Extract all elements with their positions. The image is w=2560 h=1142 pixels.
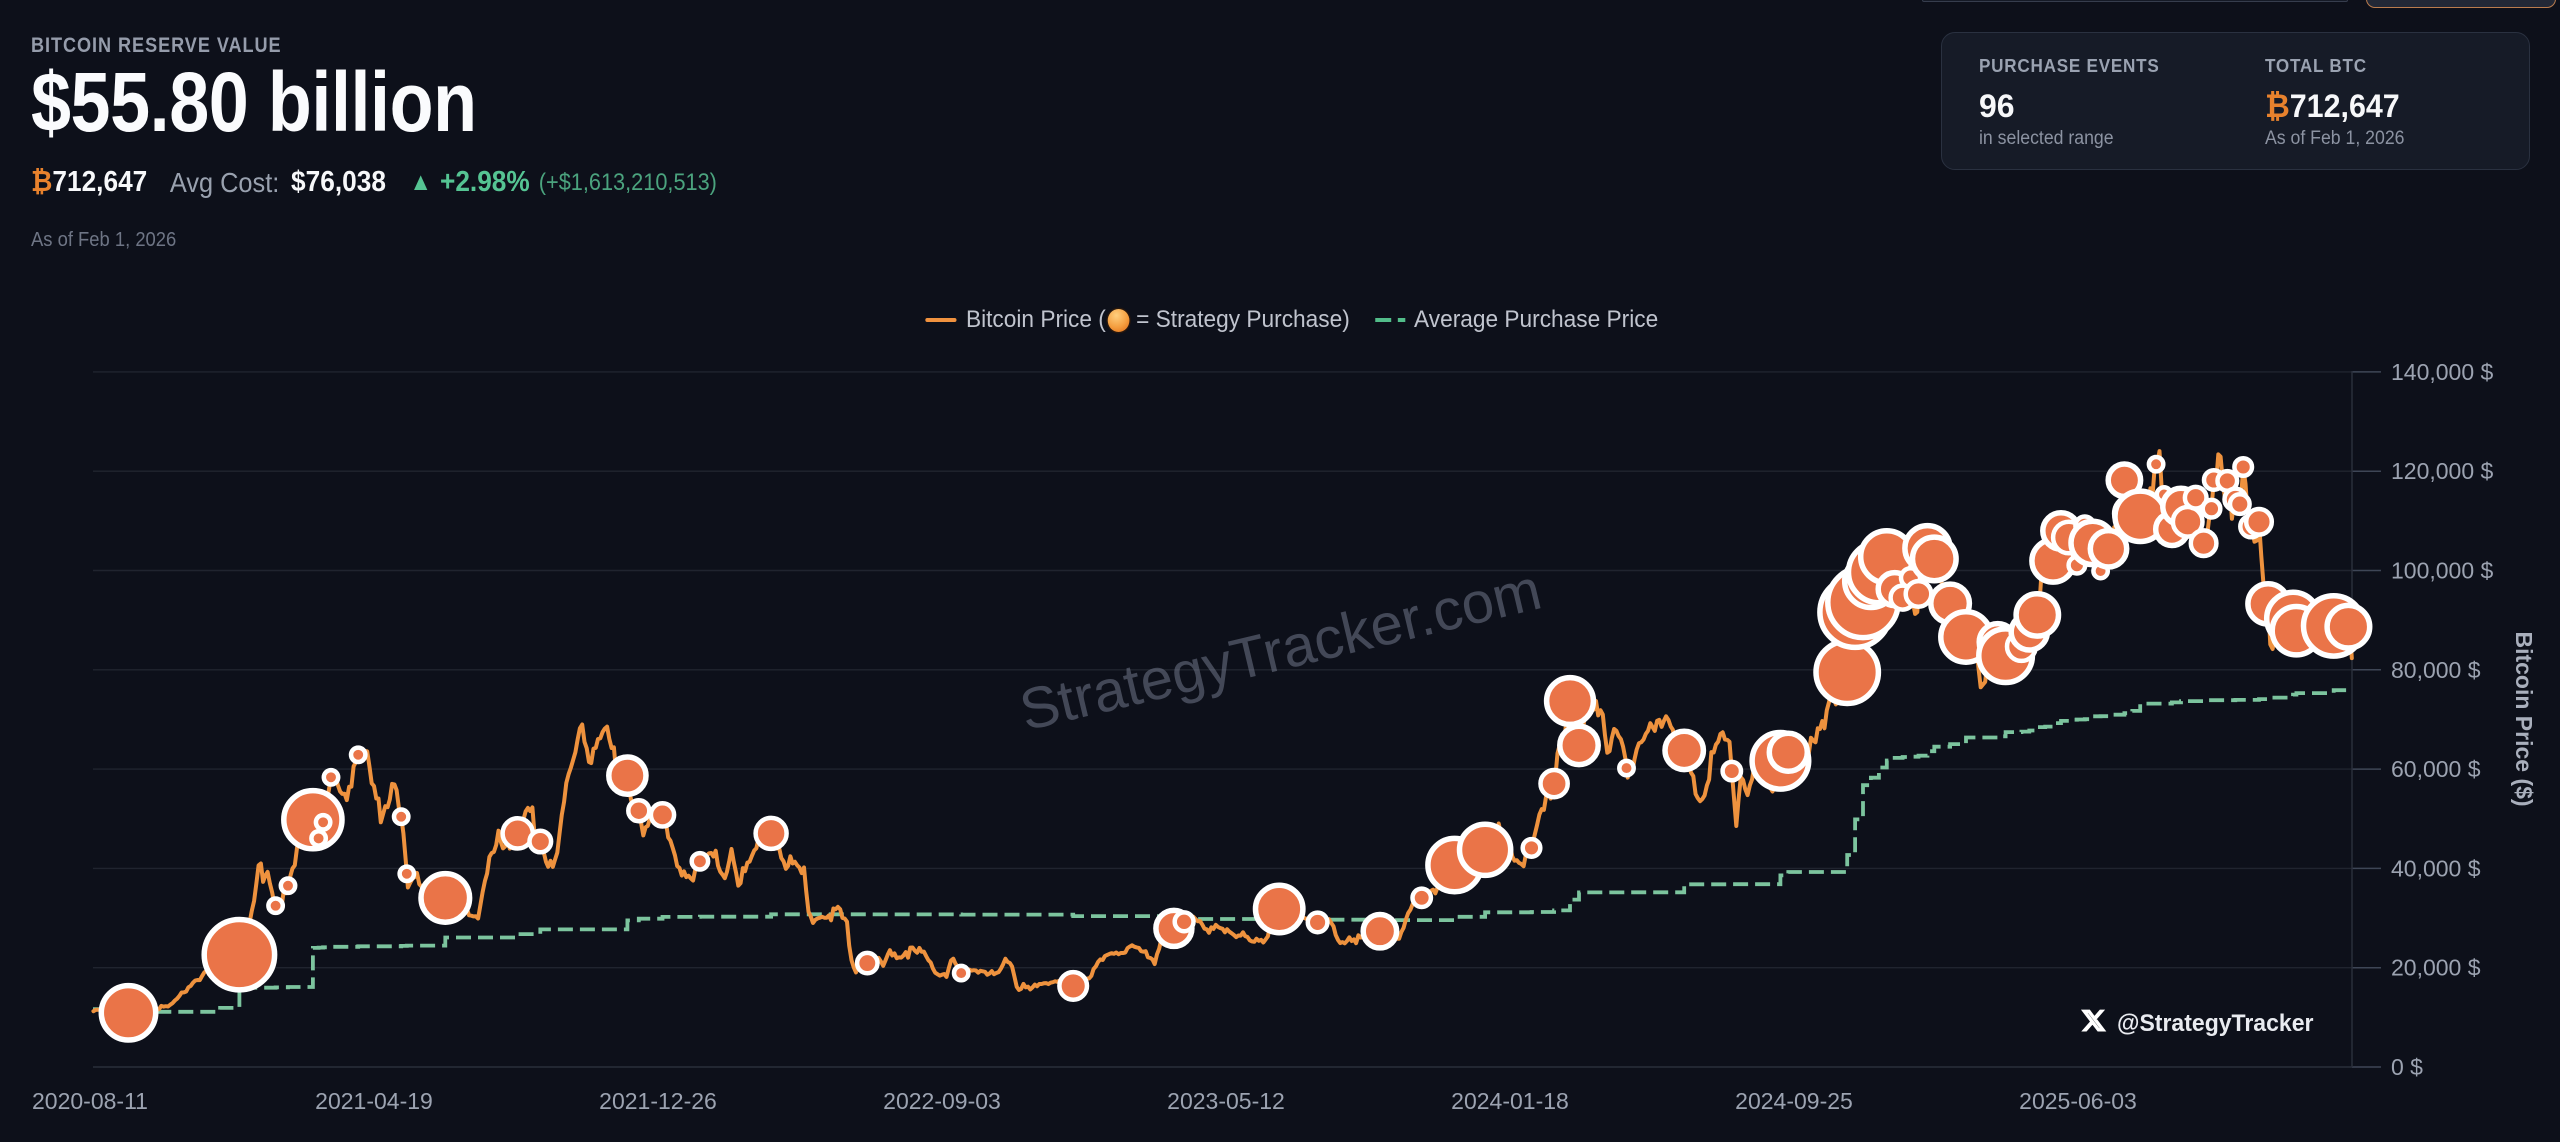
svg-text:100,000 $: 100,000 $ [2391,558,2494,584]
svg-text:2021-12-26: 2021-12-26 [599,1088,717,1114]
svg-text:140,000 $: 140,000 $ [2391,359,2494,385]
svg-text:@StrategyTracker: @StrategyTracker [2117,1009,2313,1037]
svg-text:20,000 $: 20,000 $ [2391,955,2481,981]
svg-text:Bitcoin Price ($): Bitcoin Price ($) [2511,631,2537,806]
svg-text:2022-09-03: 2022-09-03 [883,1088,1001,1114]
svg-text:80,000 $: 80,000 $ [2391,657,2481,683]
svg-text:40,000 $: 40,000 $ [2391,855,2481,881]
svg-text:2020-08-11: 2020-08-11 [32,1088,148,1114]
svg-text:120,000 $: 120,000 $ [2391,458,2494,484]
svg-text:2024-09-25: 2024-09-25 [1735,1088,1853,1114]
svg-text:StrategyTracker.com: StrategyTracker.com [1014,557,1547,744]
svg-text:0 $: 0 $ [2391,1054,2423,1080]
svg-text:60,000 $: 60,000 $ [2391,756,2481,782]
svg-text:2023-05-12: 2023-05-12 [1167,1088,1285,1114]
svg-text:2021-04-19: 2021-04-19 [315,1088,433,1114]
svg-text:2025-06-03: 2025-06-03 [2019,1088,2137,1114]
svg-text:2024-01-18: 2024-01-18 [1451,1088,1569,1114]
